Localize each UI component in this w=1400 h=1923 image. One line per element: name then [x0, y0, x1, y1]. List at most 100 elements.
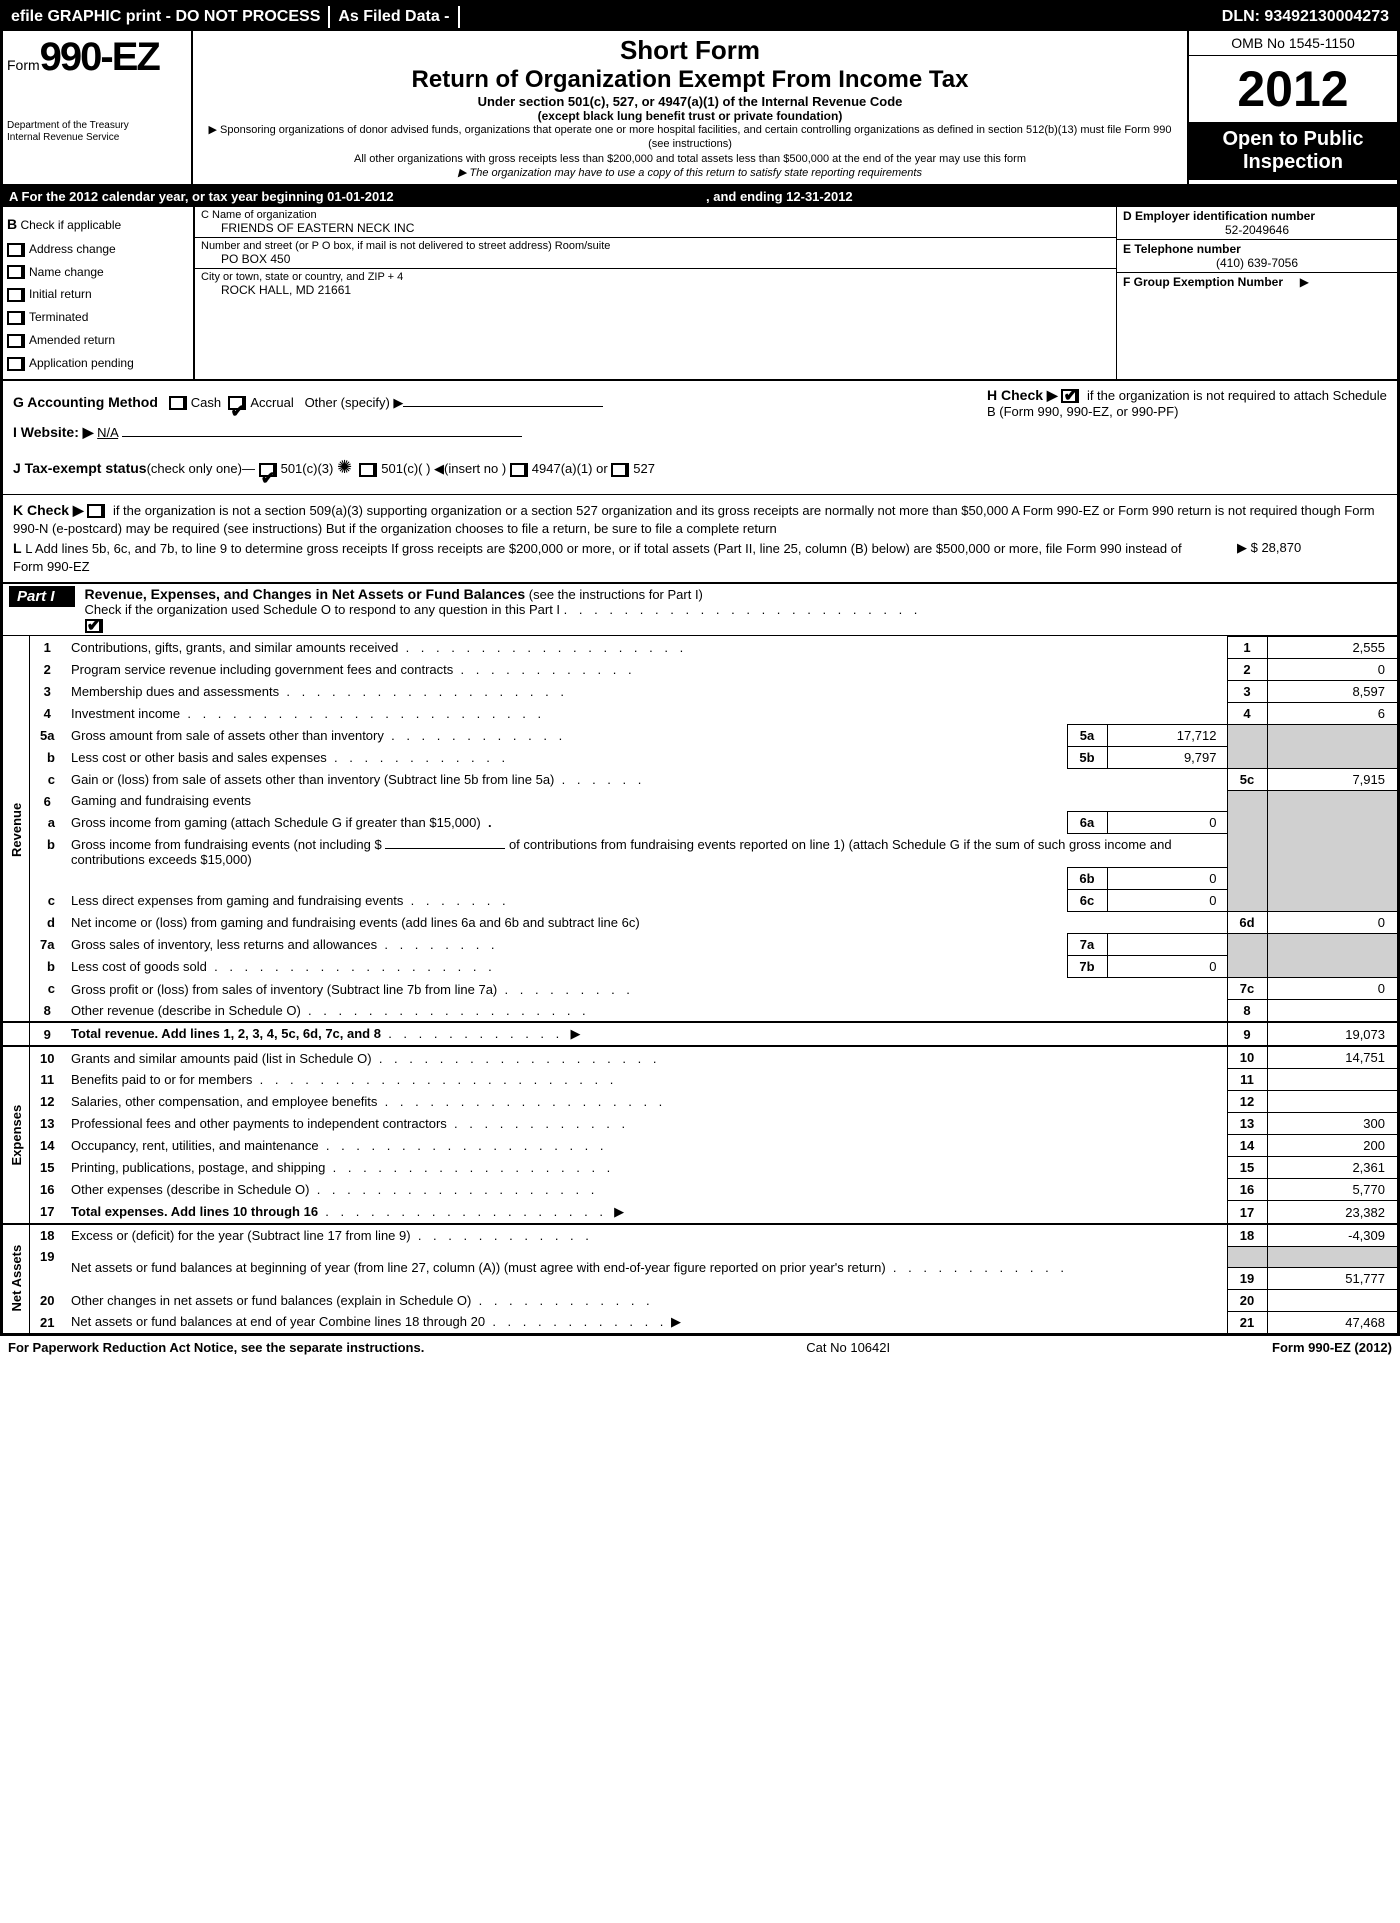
footer-cat: Cat No 10642I: [424, 1340, 1272, 1355]
line6c-num: c: [29, 890, 65, 912]
d-value: 52-2049646: [1123, 223, 1391, 237]
section-def: D Employer identification number 52-2049…: [1117, 207, 1397, 378]
checkbox-cash[interactable]: [169, 396, 187, 410]
line21-val: 47,468: [1267, 1311, 1397, 1333]
checkbox-4947[interactable]: [510, 463, 528, 477]
section-bcdef: B Check if applicable Address change Nam…: [3, 207, 1397, 380]
checkbox-name-change[interactable]: [7, 265, 25, 279]
part-i-title: Revenue, Expenses, and Changes in Net As…: [85, 586, 526, 602]
line5b-col-shade: [1227, 746, 1267, 768]
line20-desc: Other changes in net assets or fund bala…: [71, 1293, 471, 1308]
line19-col: 19: [1227, 1267, 1267, 1289]
g-accrual: Accrual: [250, 395, 293, 410]
open-public-1: Open to Public: [1222, 128, 1363, 150]
line5b-desc: Less cost or other basis and sales expen…: [71, 750, 327, 765]
g-other-fill[interactable]: [403, 406, 603, 407]
line15-val: 2,361: [1267, 1157, 1397, 1179]
line9-desc: Total revenue. Add lines 1, 2, 3, 4, 5c,…: [71, 1026, 381, 1041]
line6a-val-shade: [1267, 812, 1397, 834]
city-label: City or town, state or country, and ZIP …: [201, 271, 1110, 283]
line2-col: 2: [1227, 658, 1267, 680]
line7b-num: b: [29, 956, 65, 978]
line5a-val-shade: [1267, 724, 1397, 746]
line5b-num: b: [29, 746, 65, 768]
line5a-num: 5a: [29, 724, 65, 746]
checkbox-address-change[interactable]: [7, 243, 25, 257]
part-i-check-text: Check if the organization used Schedule …: [85, 602, 561, 617]
line6-num: 6: [29, 790, 65, 812]
e-phone-cell: E Telephone number (410) 639-7056: [1117, 240, 1397, 273]
checkbox-initial-return[interactable]: [7, 288, 25, 302]
checkbox-amended[interactable]: [7, 334, 25, 348]
checkbox-app-pending[interactable]: [7, 357, 25, 371]
section-b-checkboxes: B Check if applicable Address change Nam…: [3, 207, 193, 378]
opt-amended: Amended return: [29, 333, 115, 347]
f-group-cell: F Group Exemption Number ▶: [1117, 273, 1397, 319]
checkbox-part-i-scho[interactable]: [85, 619, 103, 633]
footer-paperwork: For Paperwork Reduction Act Notice, see …: [8, 1340, 424, 1355]
checkbox-k[interactable]: [87, 504, 105, 518]
sponsor-note: ▶ Sponsoring organizations of donor advi…: [201, 123, 1179, 152]
opt-terminated: Terminated: [29, 310, 88, 324]
line6c-iv: 0: [1107, 890, 1227, 912]
line6a-ic: 6a: [1067, 812, 1107, 834]
line11-desc: Benefits paid to or for members: [71, 1072, 252, 1087]
line5c-col: 5c: [1227, 768, 1267, 790]
line11-val: [1267, 1069, 1397, 1091]
d-label: D Employer identification number: [1123, 209, 1391, 223]
line11-col: 11: [1227, 1069, 1267, 1091]
line17-col: 17: [1227, 1201, 1267, 1224]
vlabel-revenue: Revenue: [3, 636, 29, 1022]
line10-desc: Grants and similar amounts paid (list in…: [71, 1051, 372, 1066]
topbar-spacer: [460, 15, 1214, 19]
line20-col: 20: [1227, 1289, 1267, 1311]
line20-val: [1267, 1289, 1397, 1311]
i-label: I Website: ▶: [13, 424, 94, 440]
line5b-val-shade: [1267, 746, 1397, 768]
line7a-ic: 7a: [1067, 934, 1107, 956]
checkbox-accrual[interactable]: [228, 396, 246, 410]
part-i-table: Revenue 1 Contributions, gifts, grants, …: [3, 636, 1397, 1334]
c-name-value: FRIENDS OF EASTERN NECK INC: [201, 221, 1110, 235]
j-label: J Tax-exempt status: [13, 460, 147, 476]
form-number-block: Form990-EZ: [7, 35, 187, 80]
line9-val: 19,073: [1267, 1022, 1397, 1046]
line10-val: 14,751: [1267, 1046, 1397, 1069]
j-4947: 4947(a)(1) or: [532, 461, 608, 476]
line4-col: 4: [1227, 702, 1267, 724]
e-label: E Telephone number: [1123, 242, 1391, 256]
dept-block: Department of the Treasury Internal Reve…: [7, 120, 187, 144]
line16-val: 5,770: [1267, 1179, 1397, 1201]
line7c-num: c: [29, 978, 65, 1000]
line19-val: 51,777: [1267, 1267, 1397, 1289]
line20-num: 20: [29, 1289, 65, 1311]
checkbox-527[interactable]: [611, 463, 629, 477]
row-k: K Check ▶ if the organization is not a s…: [13, 501, 1387, 539]
checkbox-terminated[interactable]: [7, 311, 25, 325]
line1-num: 1: [29, 636, 65, 658]
checkbox-501c[interactable]: [359, 463, 377, 477]
j-501c: 501(c)( ) ◀(insert no ): [381, 461, 506, 476]
header-left: Form990-EZ Department of the Treasury In…: [3, 31, 193, 184]
line6b-val-shade: [1267, 834, 1397, 868]
checkbox-h[interactable]: [1061, 389, 1079, 403]
form-990ez: efile GRAPHIC print - DO NOT PROCESS As …: [0, 0, 1400, 1336]
line6-col-shade: [1227, 790, 1267, 812]
line12-col: 12: [1227, 1091, 1267, 1113]
line7a-desc: Gross sales of inventory, less returns a…: [71, 937, 377, 952]
line15-desc: Printing, publications, postage, and shi…: [71, 1160, 325, 1175]
opt-initial-return: Initial return: [29, 287, 92, 301]
line1-desc: Contributions, gifts, grants, and simila…: [71, 640, 398, 655]
checkbox-501c3[interactable]: [259, 463, 277, 477]
form-prefix: Form: [7, 57, 40, 73]
line6b-blank[interactable]: [385, 848, 505, 849]
section-h: H Check ▶ if the organization is not req…: [967, 387, 1387, 488]
line6a-iv: 0: [1107, 812, 1227, 834]
street-row: Number and street (or P O box, if mail i…: [195, 238, 1116, 269]
open-public-badge: Open to Public Inspection: [1189, 122, 1397, 180]
line7c-col: 7c: [1227, 978, 1267, 1000]
line4-val: 6: [1267, 702, 1397, 724]
part-i-header: Part I Revenue, Expenses, and Changes in…: [3, 584, 1397, 636]
line14-desc: Occupancy, rent, utilities, and maintena…: [71, 1138, 319, 1153]
dept-treasury: Department of the Treasury: [7, 120, 187, 132]
